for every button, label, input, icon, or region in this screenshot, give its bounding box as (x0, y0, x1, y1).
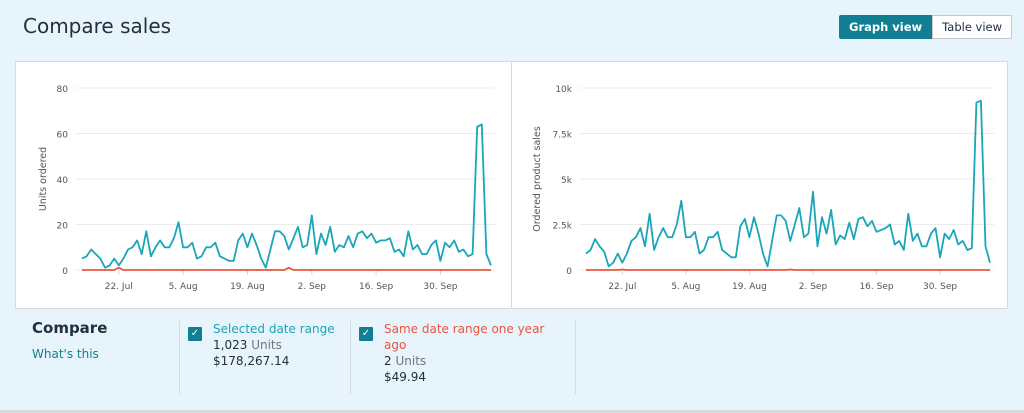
bottom-border (0, 410, 1024, 413)
units-label: Units (251, 338, 282, 352)
y-tick-label: 60 (57, 131, 69, 141)
ordered-product-sales-chart: 0 2.5k 5k 7.5k 10k 22. Jul 5. Aug 19. Aug 2. Sep… (532, 85, 994, 292)
x-tick-label: 22. Jul (608, 282, 636, 292)
x-tick-label: 16. Sep (859, 282, 893, 292)
prior-units: 2 Units (384, 353, 564, 369)
whats-this-link[interactable]: What's this (32, 347, 99, 361)
y-tick-label: 10k (555, 85, 572, 95)
x-tick-label: 5. Aug (671, 282, 700, 292)
selected-range-series-line (81, 123, 492, 269)
units-value: 1,023 (213, 338, 248, 352)
prior-range-checkbox[interactable]: ✓ (359, 327, 373, 341)
check-icon: ✓ (190, 328, 200, 339)
y-tick-label: 7.5k (552, 131, 572, 141)
divider (575, 321, 576, 394)
x-tick-label: 30. Sep (423, 282, 457, 292)
y-axis-label: Ordered product sales (532, 126, 543, 231)
y-tick-label: 0 (62, 267, 68, 277)
y-tick-label: 2.5k (552, 222, 572, 232)
view-toggle: Graph view Table view (839, 15, 1013, 39)
y-tick-label: 0 (566, 267, 572, 277)
y-tick-label: 80 (57, 85, 69, 95)
prior-range-summary: Same date range one year ago 2 Units $49… (384, 321, 564, 385)
check-icon: ✓ (361, 328, 371, 339)
chart-divider (511, 62, 512, 308)
x-tick-label: 2. Sep (799, 282, 828, 292)
x-tick-label: 22. Jul (105, 282, 133, 292)
table-view-button[interactable]: Table view (932, 15, 1013, 39)
divider (350, 321, 351, 394)
page-title: Compare sales (23, 14, 172, 38)
selected-range-series-line (585, 99, 991, 268)
prior-year-series-line (586, 268, 990, 271)
y-axis-label: Units ordered (38, 147, 49, 211)
prior-sales: $49.94 (384, 370, 426, 384)
compare-title: Compare (32, 319, 108, 337)
x-tick-label: 19. Aug (230, 282, 265, 292)
y-tick-label: 40 (57, 176, 69, 186)
y-tick-label: 20 (57, 222, 69, 232)
x-tick-label: 30. Sep (923, 282, 957, 292)
selected-range-checkbox[interactable]: ✓ (188, 327, 202, 341)
divider (179, 321, 180, 394)
units-ordered-chart: 0 20 40 60 80 22. Jul 5. Aug 19. Aug 2. Sep 16. S… (38, 85, 495, 292)
selected-sales: $178,267.14 (213, 354, 290, 368)
selected-range-label: Selected date range (213, 322, 335, 336)
x-tick-label: 19. Aug (732, 282, 767, 292)
prior-year-series-line (82, 266, 491, 271)
x-tick-label: 16. Sep (359, 282, 393, 292)
x-tick-label: 2. Sep (298, 282, 327, 292)
y-tick-label: 5k (561, 176, 573, 186)
units-value: 2 (384, 354, 392, 368)
x-tick-label: 5. Aug (169, 282, 198, 292)
selected-units: 1,023 Units (213, 337, 345, 353)
selected-range-summary: Selected date range 1,023 Units $178,267… (213, 321, 345, 369)
charts-container: 0 20 40 60 80 22. Jul 5. Aug 19. Aug 2. Sep 16. S… (15, 61, 1008, 309)
units-label: Units (395, 354, 427, 368)
graph-view-button[interactable]: Graph view (839, 15, 933, 39)
prior-range-label: Same date range one year ago (384, 322, 545, 352)
